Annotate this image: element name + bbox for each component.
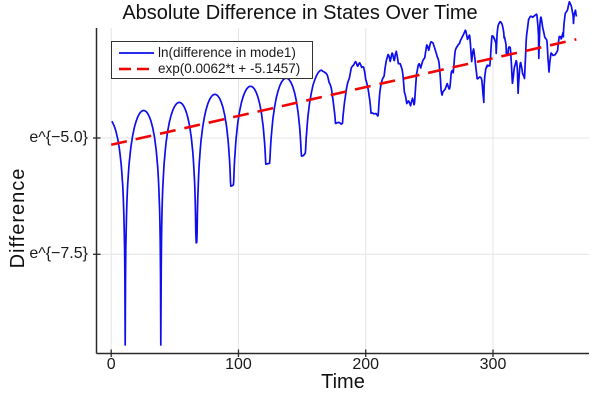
- series-line-difference: [111, 0, 578, 346]
- chart-title: Absolute Difference in States Over Time: [122, 2, 478, 24]
- y-tick-label: e^{−7.5}: [29, 245, 88, 263]
- x-tick-label: 100: [225, 356, 252, 373]
- x-tick-label: 200: [352, 356, 380, 373]
- y-axis-label: Difference: [7, 167, 29, 269]
- legend-entry-blue: ln(difference in mode1): [112, 43, 312, 62]
- legend: ln(difference in mode1) exp(0.0062*t + -…: [111, 41, 313, 79]
- legend-label-blue: ln(difference in mode1): [158, 45, 296, 60]
- x-tick-label: 0: [106, 356, 116, 373]
- legend-sample-dashed-line: [119, 67, 154, 71]
- x-tick-label: 300: [479, 356, 507, 373]
- legend-entry-red: exp(0.0062*t + -5.1457): [112, 59, 312, 78]
- y-tick-label: e^{−5.0}: [29, 129, 88, 146]
- x-axis-label: Time: [321, 371, 365, 393]
- series-line-exponential-fit: [110, 38, 577, 147]
- legend-label-red: exp(0.0062*t + -5.1457): [158, 61, 301, 76]
- legend-sample-solid-line: [119, 52, 154, 54]
